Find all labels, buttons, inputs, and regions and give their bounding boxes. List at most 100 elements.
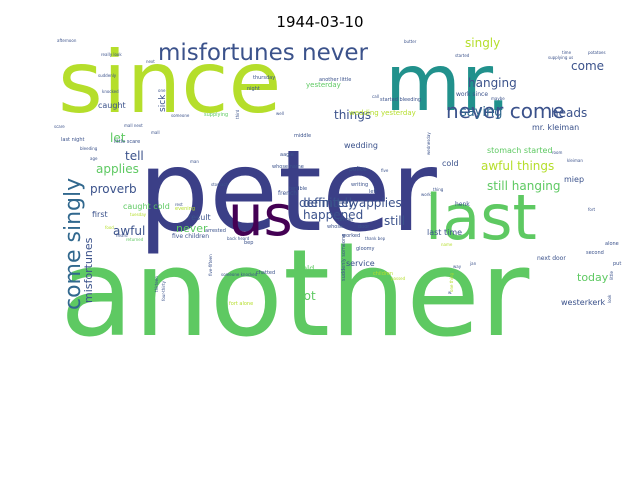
word-tell: tell xyxy=(125,149,144,163)
word-work: work xyxy=(421,192,431,197)
word-us: us xyxy=(228,184,293,249)
word-one: one xyxy=(158,88,166,93)
word-man: man xyxy=(190,159,199,164)
chart-title: 1944-03-10 xyxy=(276,13,363,31)
word-french: french xyxy=(278,190,297,197)
word-gloomy: gloomy xyxy=(356,246,375,252)
word-door: door xyxy=(358,224,370,230)
word-started-bleeding: started bleeding xyxy=(380,97,421,103)
word-room: room xyxy=(552,150,562,155)
word-one-thing: one thing xyxy=(449,273,454,292)
word-afternoon: afternoon xyxy=(57,38,77,43)
word-got: got xyxy=(296,289,316,303)
word-definitely: definitely xyxy=(303,196,359,210)
word-awful-things: awful things xyxy=(481,159,554,173)
word-cold: cold xyxy=(442,159,459,168)
word-someone: someone xyxy=(171,113,190,118)
word-writing: writing xyxy=(351,182,368,188)
word-well: well xyxy=(276,111,284,116)
word-another-little: another little xyxy=(319,77,351,83)
word-come-singly: come singly xyxy=(61,178,86,310)
word-police: police xyxy=(349,166,367,173)
word-second: second xyxy=(586,250,604,256)
word-kleiman: kleiman xyxy=(567,158,583,163)
word-applies: applies xyxy=(96,162,139,176)
word-misfortunes-never: misfortunes never xyxy=(158,40,369,66)
word-look: look xyxy=(607,294,612,303)
word-mall-next: mall next xyxy=(124,123,143,128)
word-evening: evening xyxy=(175,206,195,212)
word-thirteen: thirteen xyxy=(154,276,159,292)
word-stomach-started: stomach started xyxy=(487,146,553,155)
word-middle: middle xyxy=(294,133,311,139)
word-never-come: never come xyxy=(446,99,565,123)
word-saying: saying xyxy=(460,105,503,120)
word-last: last xyxy=(425,181,537,254)
word-misfortunes: misfortunes xyxy=(82,237,95,303)
word-suddenly-someone: suddenly someone xyxy=(341,234,347,281)
word-night: night xyxy=(247,86,260,92)
word-next: next xyxy=(146,59,155,64)
word-awful: awful xyxy=(113,224,145,238)
word-thursday: thursday xyxy=(253,75,275,81)
word-never: never xyxy=(176,222,208,235)
word-time: time xyxy=(562,50,572,55)
word-result: result xyxy=(188,213,211,222)
word-butter: butter xyxy=(404,39,417,44)
word-maybe: maybe xyxy=(491,96,505,101)
word-food: food xyxy=(105,225,114,230)
word-w: w. xyxy=(448,290,452,295)
word-happened: happened xyxy=(303,208,363,222)
word-hanging: hanging xyxy=(468,76,517,90)
word-terrible: terrible xyxy=(289,186,307,192)
word-service: service xyxy=(346,259,375,268)
word-supplying-us: supplying us xyxy=(548,55,573,60)
word-potatoes: potatoes xyxy=(588,50,606,55)
word-someone-knocked: someone knocked xyxy=(221,272,258,277)
word-wedding-yesterday: wedding yesterday xyxy=(349,109,416,117)
word-bleeding: bleeding xyxy=(80,146,98,151)
word-passed: passed xyxy=(391,276,406,281)
word-five: five xyxy=(381,168,389,173)
word-five-fifteen: five-fifteen xyxy=(208,254,213,276)
word-fort-alone: fort alone xyxy=(229,301,253,307)
word-today: today xyxy=(577,271,609,284)
word-chatted: chatted xyxy=(256,270,275,276)
word-mall: mall xyxy=(151,130,160,135)
word-whose: whose xyxy=(327,224,343,230)
word-started: started xyxy=(455,53,470,58)
word-bep: bep xyxy=(244,240,253,246)
word-let: let xyxy=(110,131,126,145)
word-thank-bep: thank bep xyxy=(365,236,386,241)
word-fort: fort xyxy=(588,207,596,212)
word-four-thirty: four-thirty xyxy=(161,280,166,301)
word-five-children: five children xyxy=(172,233,209,240)
word-supplying: supplying xyxy=(204,112,228,118)
word-worked: worked xyxy=(342,233,360,239)
word-next-door: next door xyxy=(537,255,566,262)
word-wednesday: wednesday xyxy=(426,132,431,155)
word-way: way xyxy=(453,264,462,269)
word-heads: heads xyxy=(551,106,587,120)
word-wedding: wedding xyxy=(344,141,378,150)
word-little-scare: little scare xyxy=(114,139,140,145)
word-scare: scare xyxy=(54,124,65,129)
word-knocked: knocked xyxy=(102,89,119,94)
word-left: left xyxy=(369,189,377,195)
word-third: third xyxy=(235,109,240,119)
word-aagje: aagje xyxy=(280,152,294,158)
word-yesterday: yesterday xyxy=(306,81,341,89)
word-tuesday: tuesday xyxy=(130,212,147,217)
word-jan: jan xyxy=(469,261,477,266)
word-thing: thing xyxy=(433,187,444,192)
word-heard: heard xyxy=(116,233,128,238)
word-alone: alone xyxy=(605,241,619,247)
word-mr-kleiman: mr. kleiman xyxy=(532,123,579,132)
word-returned: returned xyxy=(126,237,144,242)
word-back-heard: back heard xyxy=(227,236,250,241)
word-come: come xyxy=(571,59,604,73)
word-still-hanging: still hanging xyxy=(487,179,561,193)
word-last-night: last night xyxy=(61,137,85,143)
